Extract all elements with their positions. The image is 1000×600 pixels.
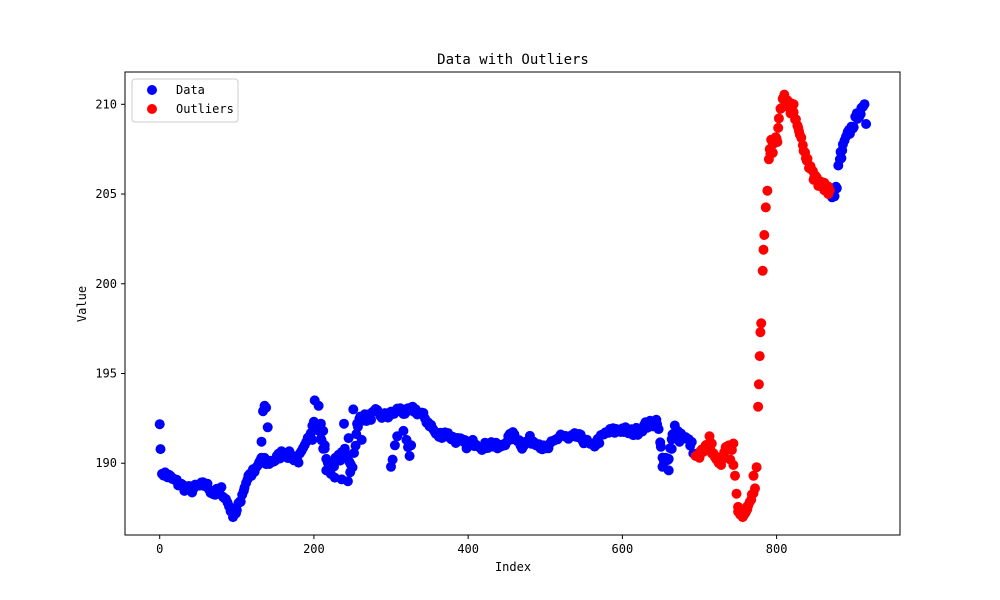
data-point: [594, 438, 605, 449]
data-point: [653, 424, 664, 435]
outlier-point: [800, 153, 811, 164]
data-point: [848, 122, 859, 133]
data-point: [660, 452, 671, 463]
outlier-point: [756, 318, 767, 329]
data-point: [261, 402, 272, 413]
outlier-point: [728, 438, 739, 449]
outlier-point: [793, 122, 804, 133]
data-point: [398, 425, 409, 436]
data-point: [404, 451, 415, 461]
legend-box: [131, 78, 239, 123]
outlier-point: [730, 470, 740, 481]
data-point: [342, 476, 353, 487]
outlier-point: [758, 244, 769, 255]
outlier-point: [716, 460, 727, 470]
x-axis-label: Index: [495, 560, 531, 574]
outlier-point: [737, 512, 748, 523]
data-point: [674, 436, 685, 447]
data-point: [669, 420, 680, 431]
y-tick-label: 205: [95, 187, 117, 201]
y-axis: 190 195 200 205 210: [95, 97, 125, 470]
outlier-point: [753, 401, 764, 412]
data-point: [655, 441, 666, 452]
data-point: [859, 99, 870, 110]
outlier-point: [750, 483, 760, 494]
outlier-point: [780, 101, 791, 112]
y-tick-label: 195: [95, 366, 117, 380]
y-tick-label: 190: [95, 456, 117, 470]
data-point: [352, 418, 363, 429]
legend-marker-data: [147, 85, 157, 95]
outlier-point: [706, 438, 717, 449]
data-point: [293, 457, 304, 468]
plot-frame: [124, 71, 901, 536]
outlier-point: [751, 462, 762, 473]
data-point: [663, 465, 674, 476]
y-tick-label: 200: [95, 277, 117, 291]
data-point: [348, 404, 359, 415]
x-tick-label: 400: [457, 542, 479, 556]
chart-title: Data with Outliers: [437, 52, 589, 68]
data-point: [406, 440, 417, 451]
outlier-point: [755, 327, 766, 338]
data-point: [356, 434, 367, 445]
y-tick-label: 210: [95, 97, 117, 111]
data-point: [836, 153, 847, 164]
outlier-point: [772, 137, 783, 147]
x-axis: 0 200 400 600 800: [156, 535, 787, 556]
data-point: [861, 119, 872, 129]
plot-background: [125, 72, 900, 535]
data-point: [154, 419, 165, 430]
series-outliers: [690, 89, 835, 523]
data-point: [313, 400, 324, 411]
outlier-point: [788, 99, 799, 110]
data-point: [366, 414, 376, 425]
outlier-point: [759, 230, 770, 240]
data-point: [155, 444, 166, 455]
data-point: [686, 437, 697, 447]
points-layer: [154, 89, 872, 523]
data-point: [666, 443, 677, 454]
data-point: [387, 454, 398, 465]
legend-marker-outliers: [147, 104, 157, 114]
series-data: [154, 99, 872, 523]
outlier-point: [815, 176, 826, 187]
data-point: [389, 440, 400, 451]
x-tick-label: 200: [303, 542, 325, 556]
x-tick-label: 0: [156, 542, 163, 556]
data-point: [262, 422, 273, 433]
outlier-point: [731, 488, 742, 499]
outlier-point: [725, 454, 736, 465]
outlier-point: [785, 108, 796, 119]
plot-area: [124, 71, 901, 536]
outlier-point: [753, 379, 764, 390]
y-axis-label: Value: [75, 286, 89, 322]
outlier-point: [773, 113, 784, 124]
data-point: [339, 418, 349, 429]
outlier-point: [823, 189, 834, 199]
legend: Data Outliers: [131, 78, 239, 123]
data-point: [256, 436, 267, 447]
legend-label-data: Data: [176, 83, 205, 97]
legend-label-outliers: Outliers: [176, 102, 234, 116]
outlier-point: [762, 185, 773, 196]
outlier-point: [748, 470, 759, 481]
outlier-point: [720, 442, 731, 453]
outlier-point: [742, 501, 753, 512]
data-point: [318, 425, 329, 436]
outlier-point: [773, 122, 784, 133]
outlier-point: [757, 265, 768, 276]
data-point: [216, 482, 227, 493]
data-point: [319, 440, 330, 451]
outlier-point: [694, 452, 705, 463]
data-point: [343, 433, 354, 444]
outlier-point: [760, 202, 771, 213]
outlier-point: [754, 351, 765, 362]
outlier-point: [767, 147, 778, 158]
x-tick-label: 600: [612, 542, 634, 556]
data-point: [307, 434, 318, 445]
data-point: [345, 467, 356, 478]
x-tick-label: 800: [766, 542, 788, 556]
